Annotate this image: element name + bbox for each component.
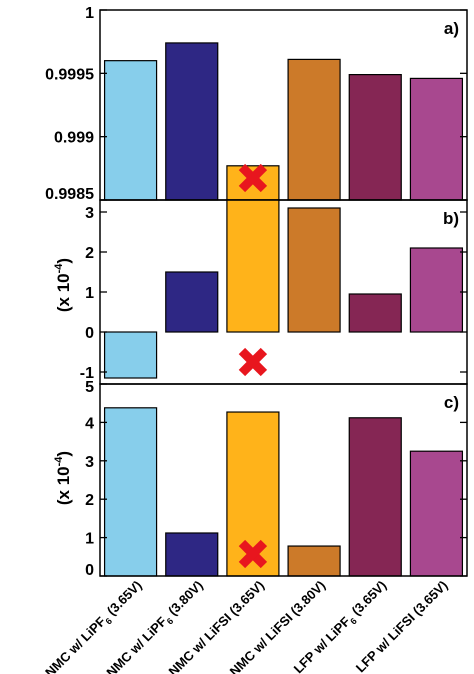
y-axis-labels: (x 10-4) (x 10-4)	[53, 258, 73, 505]
bar-2	[165, 532, 219, 577]
panel-c-capacity-fade: 0 1 2 3 4 5 c)	[85, 379, 468, 579]
y-tick-label: 3	[85, 205, 94, 222]
y-tick-label: 2	[85, 245, 94, 262]
plot-frame	[99, 383, 468, 577]
failed-cell-x-marker	[238, 539, 268, 569]
y-label-unit-b: (x 10-4)	[53, 258, 73, 312]
bar-5	[348, 293, 402, 333]
y-tick-label: -1	[80, 365, 94, 382]
bar-5	[348, 73, 402, 201]
y-tick-label: 1	[85, 5, 94, 22]
panel-tag: b)	[443, 209, 459, 228]
y-tick-label: 1	[85, 285, 94, 302]
bar-1	[103, 331, 158, 379]
y-tick-label: 2	[85, 492, 94, 509]
y-tick-label: 5	[85, 379, 94, 396]
bar-2	[165, 271, 219, 333]
y-tick-label: 0.9995	[45, 66, 94, 83]
panel-b-endpoint-slippage: -1 0 1 2 3 b)	[80, 199, 468, 385]
x-marker-stroke-2	[238, 347, 268, 377]
bar-1	[103, 407, 158, 577]
y-tick-label: 3	[85, 454, 94, 471]
y-tick-label: 0.999	[54, 130, 94, 147]
x-marker-stroke-2	[238, 539, 268, 569]
y-tick-label: 4	[85, 415, 94, 432]
bar-4	[287, 58, 341, 201]
bar-4	[287, 207, 341, 333]
bar-6	[409, 77, 464, 201]
panel-a-coulombic-efficiency: 0.9985 0.999 0.9995 1 a)	[45, 5, 468, 203]
failed-cell-x-marker	[238, 347, 268, 377]
panel-tag: c)	[444, 393, 459, 412]
x-marker-stroke-2	[238, 163, 268, 193]
failed-cell-x-marker	[238, 163, 268, 193]
bar-6	[409, 450, 464, 577]
panel-tag: a)	[444, 19, 459, 38]
bar-3	[226, 199, 280, 333]
bar-1	[103, 60, 158, 201]
y-label-unit-c: (x 10-4)	[53, 451, 73, 505]
bar-5	[348, 417, 402, 577]
bar-2	[165, 42, 219, 201]
bar-4	[287, 545, 341, 577]
y-tick-label: 0	[85, 325, 94, 342]
y-tick-label: 0	[85, 562, 94, 579]
bar-6	[409, 247, 464, 333]
x-category-labels: NMC w/ LiPF6 (3.65V)NMC w/ LiPF6 (3.80V)…	[42, 578, 450, 674]
y-tick-label: 1	[85, 531, 94, 548]
y-tick-label: 0.9985	[45, 186, 94, 203]
